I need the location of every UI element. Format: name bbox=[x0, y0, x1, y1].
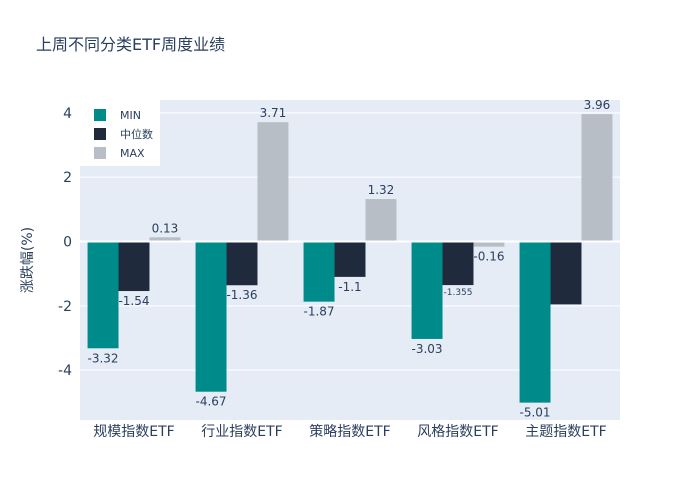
bar-label: -3.32 bbox=[88, 351, 119, 365]
legend-swatch bbox=[94, 128, 106, 140]
bar-label: 3.96 bbox=[584, 98, 611, 112]
legend-label: 中位数 bbox=[120, 127, 153, 141]
bar-label: -1.36 bbox=[226, 288, 257, 302]
legend-item[interactable]: 中位数 bbox=[94, 127, 153, 141]
legend-label: MIN bbox=[120, 109, 141, 122]
bar-label: -5.01 bbox=[520, 406, 551, 420]
bar bbox=[226, 241, 258, 286]
bar bbox=[149, 237, 181, 242]
legend-swatch bbox=[94, 109, 106, 121]
bar bbox=[195, 241, 227, 392]
bar bbox=[442, 241, 474, 286]
y-tick-label: 0 bbox=[63, 235, 72, 251]
legend-item[interactable]: MAX bbox=[94, 147, 145, 160]
x-tick-label: 行业指数ETF bbox=[201, 424, 282, 440]
x-tick-label: 主题指数ETF bbox=[525, 424, 606, 440]
y-tick-label: -4 bbox=[58, 363, 72, 379]
bar bbox=[581, 114, 613, 242]
bar-label: 1.32 bbox=[368, 183, 395, 197]
y-tick-label: 2 bbox=[63, 170, 72, 186]
bar bbox=[334, 241, 366, 277]
bar bbox=[303, 241, 335, 302]
bar-label: -3.03 bbox=[412, 342, 443, 356]
bar bbox=[257, 122, 289, 242]
y-tick-labels: -4 -2 0 2 4 bbox=[58, 106, 72, 379]
bar bbox=[473, 241, 505, 247]
legend-swatch bbox=[94, 147, 106, 159]
bar-label: -1.54 bbox=[118, 294, 149, 308]
y-axis-label: 涨跌幅(%) bbox=[20, 227, 36, 293]
chart-title: 上周不同分类ETF周度业绩 bbox=[36, 35, 225, 54]
bar-label: -4.67 bbox=[196, 395, 227, 409]
bar-label: 3.71 bbox=[260, 106, 287, 120]
bar bbox=[365, 199, 397, 242]
bar bbox=[87, 241, 119, 349]
bar-label: -1.1 bbox=[338, 280, 361, 294]
bar-label: -0.16 bbox=[473, 250, 504, 264]
legend-label: MAX bbox=[120, 147, 145, 160]
bar-group bbox=[87, 114, 613, 403]
x-tick-labels: 规模指数ETF 行业指数ETF 策略指数ETF 风格指数ETF 主题指数ETF bbox=[93, 423, 606, 440]
bar bbox=[519, 241, 551, 403]
y-tick-label: 4 bbox=[63, 106, 72, 122]
bar bbox=[550, 241, 582, 305]
bar-label: -1.355 bbox=[443, 288, 472, 298]
x-tick-label: 策略指数ETF bbox=[309, 423, 390, 440]
legend-item[interactable]: MIN bbox=[94, 109, 141, 122]
legend-background bbox=[80, 100, 160, 166]
y-tick-label: -2 bbox=[58, 299, 72, 315]
x-tick-label: 风格指数ETF bbox=[417, 424, 498, 440]
bar bbox=[118, 241, 150, 292]
bar-label: -1.87 bbox=[304, 305, 335, 319]
legend[interactable]: MIN 中位数 MAX bbox=[80, 100, 160, 166]
bar bbox=[411, 241, 443, 339]
x-tick-label: 规模指数ETF bbox=[93, 424, 174, 440]
bar-label-group: -3.32 -1.54 0.13 -4.67 -1.36 3.71 -1.87-1.1 1.3… bbox=[88, 98, 611, 419]
bar-label: 0.13 bbox=[152, 221, 179, 235]
